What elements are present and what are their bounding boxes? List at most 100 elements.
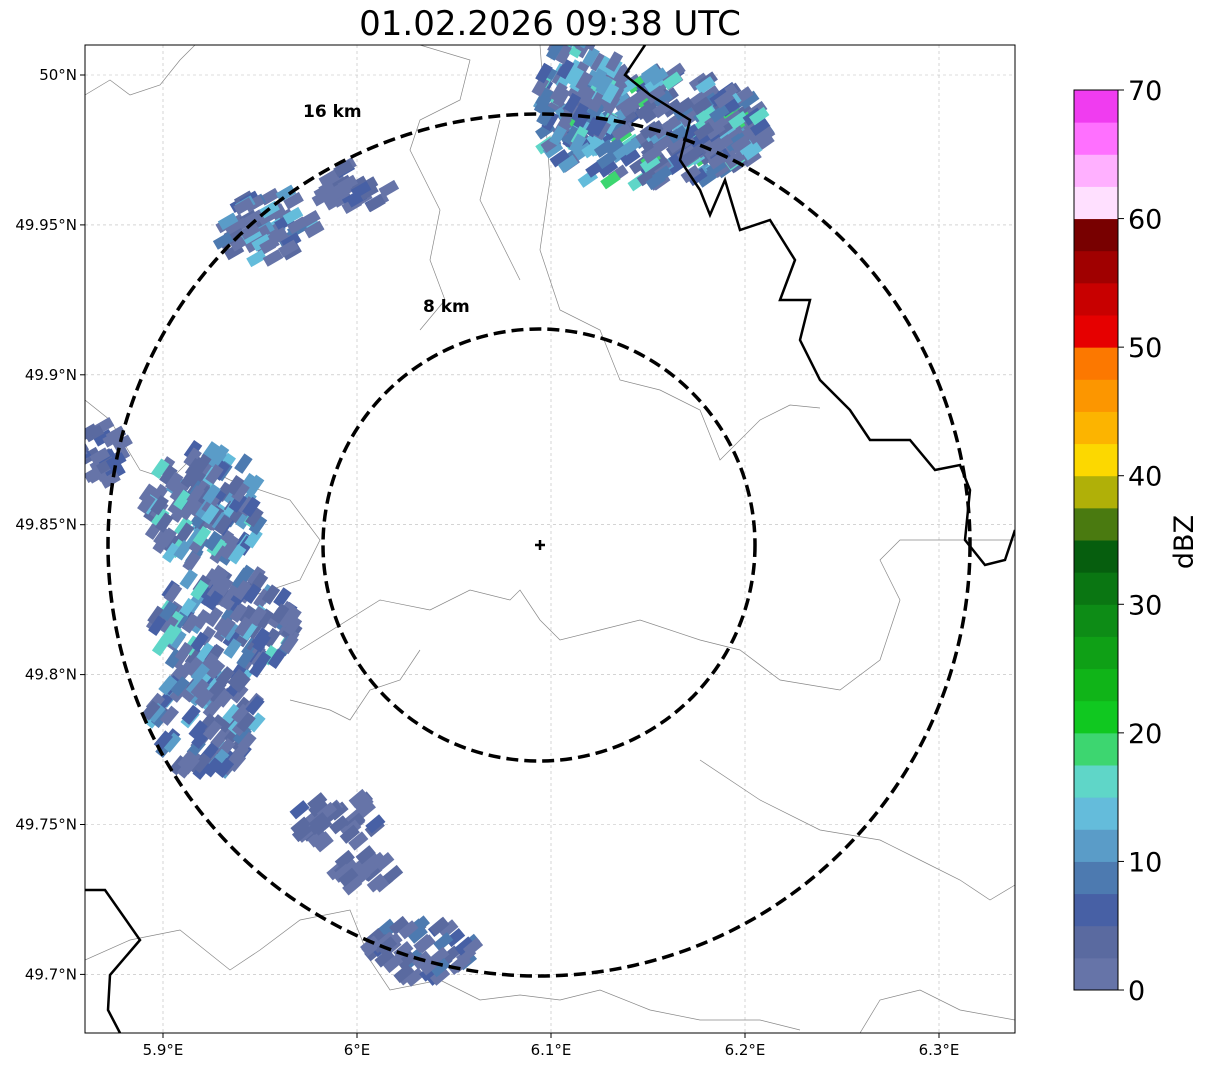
echo-cell	[100, 471, 121, 489]
y-tick-label: 49.7°N	[25, 965, 77, 983]
echo-cell	[636, 167, 658, 187]
range-ring-label-8km: 8 km	[423, 297, 470, 317]
echo-cell	[602, 94, 621, 115]
echo-cell	[581, 139, 602, 159]
echo-cell	[695, 105, 717, 124]
echo-cell	[687, 167, 708, 187]
echo-cell	[597, 159, 619, 178]
echo-cell	[396, 950, 417, 970]
echo-cell	[102, 429, 123, 448]
echo-cell	[190, 631, 209, 653]
echo-cell	[150, 494, 169, 516]
echo-cell	[163, 582, 183, 604]
echo-cell	[184, 457, 204, 479]
colorbar-bin	[1074, 379, 1118, 412]
echo-cell	[209, 543, 229, 564]
echo-cell	[85, 423, 99, 442]
echo-cell	[563, 125, 582, 147]
echo-cell	[243, 209, 265, 228]
echo-cell	[311, 831, 332, 851]
echo-cell	[212, 232, 234, 250]
echo-cell	[273, 587, 292, 608]
radar-center-marker	[535, 540, 545, 550]
echo-cell	[365, 814, 386, 834]
echo-cell	[454, 936, 475, 956]
echo-cell	[214, 757, 235, 778]
echo-cell	[283, 606, 302, 627]
echo-cell	[536, 105, 554, 127]
colorbar-bin	[1074, 315, 1118, 348]
colorbar-tick-label: 30	[1128, 590, 1162, 621]
echo-cell	[147, 605, 166, 627]
echo-cell	[232, 725, 252, 746]
echo-cell	[232, 579, 252, 601]
country-border	[623, 45, 1015, 567]
echo-cell	[174, 641, 194, 663]
echo-cell	[462, 937, 484, 957]
echo-cell	[334, 849, 355, 870]
echo-cell	[419, 956, 440, 976]
echo-cell	[160, 615, 179, 636]
colorbar-bin	[1074, 186, 1118, 220]
echo-cell	[252, 651, 272, 672]
y-tick-label: 49.8°N	[25, 666, 77, 684]
echo-cell	[404, 967, 425, 987]
echo-cell	[175, 522, 195, 543]
echo-cell	[192, 525, 212, 547]
colorbar-bin	[1074, 443, 1118, 477]
echo-cell	[192, 752, 212, 774]
echo-cell	[155, 512, 174, 533]
range-ring-16km	[106, 112, 972, 978]
echo-cell	[204, 590, 224, 611]
echo-cell	[429, 966, 451, 986]
echo-cell	[239, 620, 258, 641]
echo-cell	[430, 957, 451, 978]
colorbar-bin	[1074, 250, 1118, 284]
echo-cell	[374, 851, 395, 872]
radar-echoes	[85, 45, 776, 987]
echo-cell	[557, 154, 579, 174]
echo-cell	[206, 535, 226, 557]
echo-cell	[571, 102, 589, 124]
echo-cell	[563, 92, 582, 114]
y-tick-label: 50°N	[39, 66, 77, 84]
echo-cell	[222, 703, 242, 724]
echo-cell	[679, 147, 700, 167]
echo-cell	[398, 920, 419, 940]
echo-cell	[533, 94, 552, 115]
echo-cell	[210, 444, 230, 465]
echo-cell	[640, 63, 662, 83]
echo-cell	[182, 551, 201, 573]
echo-cell	[429, 916, 450, 936]
echo-cell	[168, 628, 187, 650]
echo-cell	[190, 678, 210, 699]
echo-cell	[353, 794, 374, 814]
echo-cell	[433, 932, 454, 952]
echo-cell	[376, 936, 398, 956]
echo-cell	[365, 194, 386, 213]
echo-cell	[595, 74, 613, 96]
echo-cell	[695, 76, 716, 95]
colorbar-bin	[1074, 572, 1118, 605]
echo-cell	[242, 583, 262, 605]
colorbar-bin	[1074, 411, 1118, 445]
echo-cell	[333, 159, 354, 178]
colorbar-tick-label: 40	[1128, 462, 1162, 493]
echo-cell	[639, 154, 661, 173]
echo-cell	[150, 458, 170, 480]
echo-cell	[361, 937, 382, 957]
echo-cell	[239, 222, 261, 240]
colorbar: 0 10 20 30 40 50 60 70	[1073, 76, 1162, 1007]
echo-cell	[593, 139, 615, 158]
echo-cell	[393, 940, 414, 961]
echo-cell	[164, 471, 184, 493]
colorbar-bin	[1074, 700, 1118, 734]
echo-cell	[242, 496, 261, 518]
echo-cell	[749, 117, 771, 137]
x-tick-label: 6.1°E	[531, 1041, 572, 1059]
echo-cell	[245, 474, 265, 496]
echo-cell	[181, 704, 201, 725]
echo-cell	[227, 543, 247, 565]
echo-cell	[728, 111, 749, 130]
